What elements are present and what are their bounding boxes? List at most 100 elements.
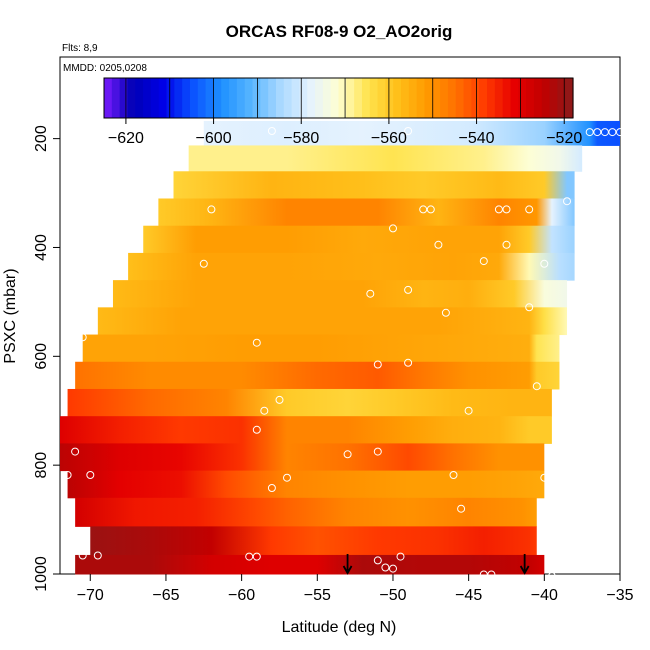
- colorbar-cell: [401, 78, 410, 118]
- sample-point: [86, 471, 95, 479]
- x-axis: −70 −65 −60 −55 −50 −45 −40 −35: [77, 574, 634, 604]
- colorbar-cell: [315, 78, 324, 118]
- colorbar-cell: [197, 78, 207, 118]
- x-tick-label: −60: [228, 587, 255, 604]
- colorbar-cell: [221, 78, 230, 118]
- sample-point: [78, 551, 87, 560]
- x-tick-label: −50: [379, 587, 406, 604]
- chart-title: ORCAS RF08-9 O2_AO2orig: [226, 22, 453, 41]
- sample-point: [373, 556, 382, 565]
- colorbar-cell: [213, 78, 222, 118]
- colorbar-cell: [432, 78, 441, 118]
- x-tick-label: −45: [455, 587, 482, 604]
- sample-point: [585, 128, 594, 137]
- colorbar-tick-label: −560: [371, 130, 407, 147]
- sample-point: [381, 563, 390, 572]
- sample-point: [525, 205, 534, 214]
- sample-point: [419, 205, 428, 214]
- colorbar-cell: [416, 78, 426, 118]
- colorbar-cell: [440, 78, 449, 118]
- heat-band: [97, 307, 568, 336]
- sample-point: [267, 484, 276, 492]
- colorbar-cell: [307, 78, 316, 118]
- sample-point: [63, 471, 72, 479]
- y-tick-label: 200: [33, 125, 50, 152]
- arrow-markers: [342, 554, 530, 575]
- sample-point: [373, 360, 382, 369]
- data-bands: [60, 120, 620, 575]
- heat-band: [60, 416, 552, 444]
- colorbar-cell: [502, 78, 512, 118]
- sample-point: [245, 552, 254, 561]
- colorbar-cell: [330, 78, 340, 118]
- sample-point: [502, 240, 511, 249]
- sample-point: [426, 205, 435, 214]
- sample-point: [502, 205, 511, 214]
- heat-band: [90, 526, 537, 556]
- x-tick-label: −70: [77, 587, 104, 604]
- sample-point: [608, 128, 617, 137]
- colorbar-cell: [541, 78, 551, 118]
- colorbar-cell: [189, 78, 199, 118]
- sample-point: [283, 473, 291, 482]
- colorbar-cell: [166, 78, 175, 118]
- colorbar-cell: [408, 78, 418, 118]
- sample-point: [199, 259, 208, 268]
- colorbar-cell: [510, 78, 519, 118]
- sample-point: [532, 382, 541, 391]
- colorbar-cell: [463, 78, 472, 118]
- colorbar-cell: [393, 78, 402, 118]
- sample-point: [479, 570, 488, 579]
- x-tick-label: −65: [152, 587, 179, 604]
- colorbar-cell: [549, 78, 558, 118]
- colorbar: −620 −600 −580 −560 −540 −520: [103, 77, 582, 147]
- sample-point: [494, 205, 503, 214]
- heat-band: [67, 388, 552, 417]
- heat-band: [60, 443, 545, 472]
- sample-point: [457, 504, 466, 513]
- sample-point: [275, 395, 284, 404]
- colorbar-cell: [361, 78, 371, 118]
- colorbar-cell: [299, 78, 308, 118]
- sample-point: [547, 521, 556, 529]
- sample-point: [260, 406, 269, 415]
- colorbar-cell: [291, 78, 301, 118]
- x-axis-label: Latitude (deg N): [282, 619, 397, 636]
- sample-point: [434, 240, 443, 249]
- y-tick-label: 400: [33, 234, 50, 261]
- heat-band: [203, 120, 620, 146]
- heat-band: [173, 171, 575, 199]
- sample-point: [252, 338, 261, 347]
- sample-point: [71, 447, 80, 456]
- colorbar-cell: [369, 78, 379, 118]
- sample-point: [267, 127, 276, 135]
- sample-point: [396, 552, 405, 561]
- colorbar-cell: [377, 78, 386, 118]
- x-tick-label: −55: [304, 587, 331, 604]
- colorbar-tick-label: −600: [196, 130, 232, 147]
- sample-point: [404, 358, 413, 367]
- sample-point: [441, 308, 450, 317]
- sample-points: [63, 127, 624, 581]
- date-note: MMDD: 0205,0208: [63, 63, 147, 74]
- sample-point: [78, 333, 87, 342]
- sample-point: [207, 205, 216, 214]
- colorbar-cell: [565, 78, 574, 118]
- colorbar-cell: [229, 78, 238, 118]
- sample-point: [563, 197, 571, 206]
- colorbar-tick-label: −520: [546, 130, 582, 147]
- colorbar-cell: [471, 78, 480, 118]
- colorbar-cell: [119, 78, 129, 118]
- sample-point: [252, 425, 261, 434]
- colorbar-cell: [143, 78, 152, 118]
- colorbar-cell: [275, 78, 285, 118]
- colorbar-cell: [533, 78, 543, 118]
- sample-point: [404, 285, 413, 294]
- x-tick-label: −40: [531, 587, 558, 604]
- y-tick-label: 800: [33, 452, 50, 479]
- y-tick-label: 600: [33, 343, 50, 370]
- heat-band: [82, 334, 560, 363]
- colorbar-cell: [268, 78, 277, 118]
- colorbar-cell: [205, 78, 215, 118]
